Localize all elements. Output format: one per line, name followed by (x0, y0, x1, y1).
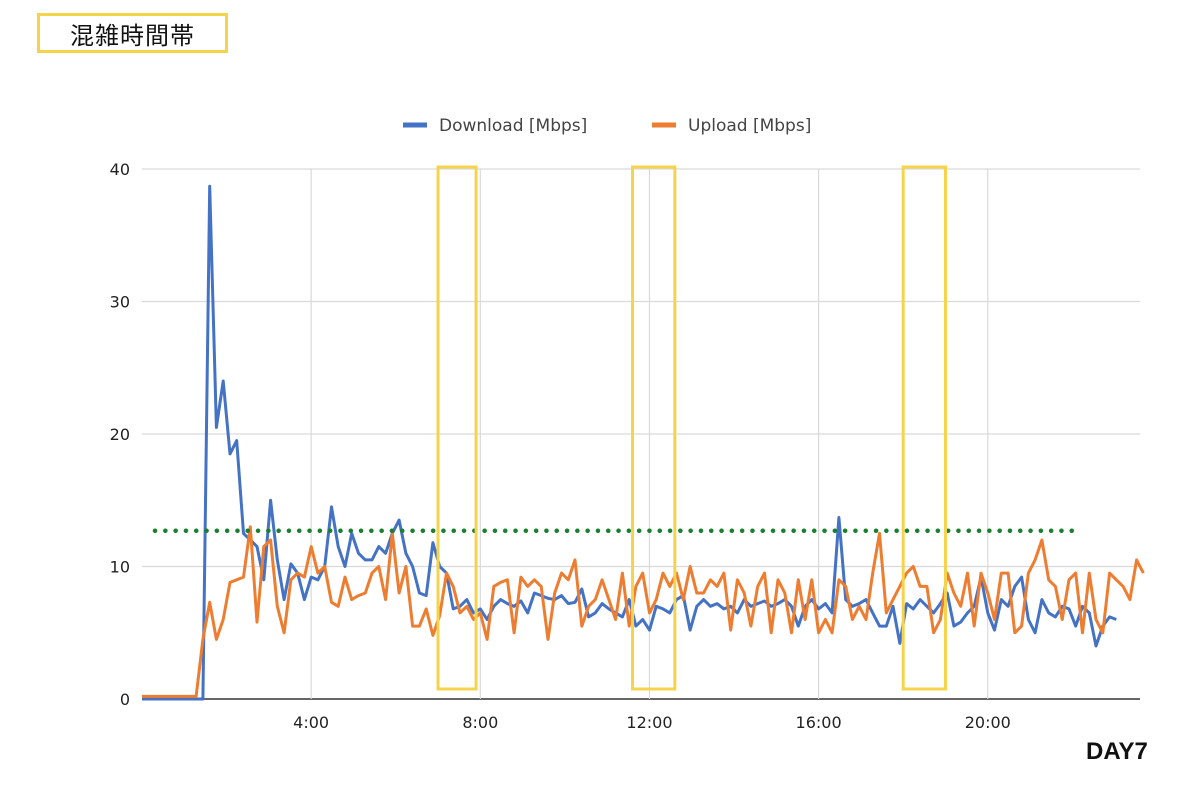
peak-time-highlight (436, 165, 478, 691)
y-tick-label: 30 (110, 293, 130, 312)
legend-item-download-label: Download [Mbps] (439, 116, 587, 136)
series-layer (142, 184, 1145, 701)
x-tick-label: 8:00 (462, 713, 498, 732)
overlay-layer (152, 165, 1083, 691)
y-tick-label: 20 (110, 425, 130, 444)
x-tick-label: 4:00 (293, 713, 329, 732)
page-title: 混雑時間帯 (70, 21, 195, 50)
x-tick-label: 20:00 (965, 713, 1011, 732)
day-label: DAY7 (1086, 738, 1148, 765)
x-tick-label: 12:00 (626, 713, 672, 732)
page-title-box: 混雑時間帯 (37, 13, 228, 53)
tick-layer: 0 10 20 30 40 4:00 8:00 12:00 16:00 20:00 (110, 160, 1011, 732)
y-tick-label: 40 (110, 160, 130, 179)
x-tick-label: 16:00 (796, 713, 842, 732)
y-tick-label: 0 (120, 690, 130, 709)
legend-item-upload-label: Upload [Mbps] (688, 116, 811, 136)
download-series-line (142, 184, 1117, 701)
peak-time-highlight (901, 165, 947, 691)
y-tick-label: 10 (110, 558, 130, 577)
peak-time-highlight (631, 165, 677, 691)
upload-series-line (142, 525, 1145, 698)
legend: Download [Mbps] Upload [Mbps] (403, 116, 811, 136)
